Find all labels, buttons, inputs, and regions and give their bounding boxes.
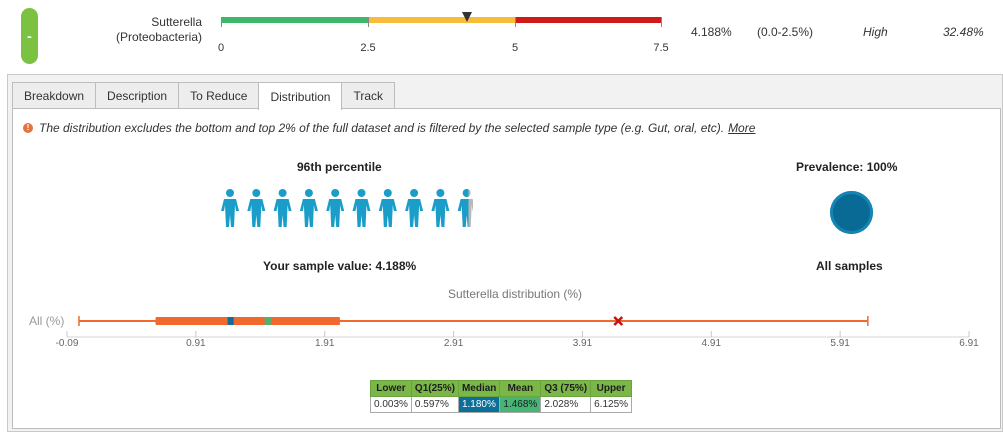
- taxon-name: Sutterella (Proteobacteria): [116, 15, 202, 45]
- stats-q1: 0.597%: [410, 396, 459, 413]
- stats-header: Median: [457, 380, 501, 397]
- median-mark: [227, 317, 234, 325]
- iqr-box: [155, 317, 340, 325]
- x-tick-label: 2.91: [443, 338, 464, 349]
- taxon-row: - Sutterella (Proteobacteria) 0 2.5 5 7.…: [0, 0, 1003, 72]
- tab-to-reduce[interactable]: To Reduce: [178, 82, 260, 109]
- person-icon: [457, 189, 473, 227]
- range-tick: [515, 17, 516, 27]
- person-icon: [378, 189, 397, 227]
- x-tick-label: 6.91: [959, 338, 979, 349]
- x-tick-label: -0.09: [55, 338, 79, 349]
- x-tick-label: 4.91: [701, 338, 722, 349]
- person-icon: [431, 189, 450, 227]
- range-bar: 0 2.5 5 7.5: [217, 0, 669, 60]
- notice-text: The distribution excludes the bottom and…: [39, 121, 725, 135]
- range-label: 7.5: [653, 42, 669, 54]
- people-icons: [221, 189, 473, 227]
- range-label: 2.5: [360, 42, 376, 54]
- stats-header: Mean: [499, 380, 542, 397]
- x-tick-label: 1.91: [314, 338, 335, 349]
- person-icon: [273, 189, 292, 227]
- stats-table: Lower Q1(25%) Median Mean Q3 (75%) Upper…: [370, 380, 633, 413]
- stats-lower: 0.003%: [370, 396, 412, 413]
- person-icon: [247, 189, 266, 227]
- percent-value: 32.48%: [943, 25, 984, 39]
- x-tick-label: 3.91: [572, 338, 593, 349]
- x-tick-label: 0.91: [186, 338, 206, 349]
- person-icon: [299, 189, 318, 227]
- prevalence-title: Prevalence: 100%: [796, 160, 898, 174]
- x-tick-label: 5.91: [830, 338, 850, 349]
- stats-header: Upper: [590, 380, 633, 397]
- range-label: 5: [511, 42, 519, 54]
- stats-median: 1.180%: [457, 396, 501, 413]
- tab-description[interactable]: Description: [95, 82, 180, 109]
- person-icon: [352, 189, 371, 227]
- stats-upper: 6.125%: [590, 396, 633, 413]
- tab-breakdown[interactable]: Breakdown: [12, 82, 97, 109]
- range-tick: [661, 17, 662, 27]
- boxplot-chart: [66, 316, 970, 338]
- stats-header: Lower: [370, 380, 412, 397]
- range-tick: [368, 17, 369, 27]
- taxon-name-label: Sutterella: [151, 15, 202, 29]
- prevalence-circle-icon: [830, 191, 873, 234]
- sample-value-label: Your sample value: 4.188%: [263, 259, 417, 273]
- taxon-phylum-label: (Proteobacteria): [115, 30, 202, 44]
- detail-panel: Breakdown Description To Reduce Distribu…: [7, 74, 1003, 432]
- info-icon: !: [23, 123, 33, 133]
- sample-value: 4.188%: [691, 25, 732, 39]
- collapse-button[interactable]: -: [21, 8, 38, 64]
- range-segment-moderate: [368, 17, 515, 23]
- more-link[interactable]: More: [728, 121, 756, 135]
- stats-header: Q1(25%): [410, 380, 459, 397]
- person-icon: [221, 189, 239, 227]
- range-tick: [221, 17, 222, 27]
- stats-header-row: Lower Q1(25%) Median Mean Q3 (75%) Upper: [370, 380, 633, 397]
- person-icon: [405, 189, 424, 227]
- reference-range: (0.0-2.5%): [757, 25, 814, 39]
- distribution-content: ! The distribution excludes the bottom a…: [12, 108, 1001, 429]
- sample-value-marker: [613, 316, 624, 326]
- distribution-notice: ! The distribution excludes the bottom a…: [23, 121, 755, 135]
- prevalence-caption: All samples: [816, 259, 883, 273]
- stats-q3: 2.028%: [540, 396, 592, 413]
- person-icon: [326, 189, 345, 227]
- stats-value-row: 0.003% 0.597% 1.180% 1.468% 2.028% 6.125…: [370, 396, 633, 413]
- tab-track[interactable]: Track: [341, 82, 396, 109]
- chart-title: Sutterella distribution (%): [448, 287, 583, 301]
- tab-bar: Breakdown Description To Reduce Distribu…: [12, 82, 396, 110]
- range-segment-high: [515, 17, 662, 23]
- range-label: 0: [217, 42, 225, 54]
- row-label: All (%): [29, 314, 65, 328]
- level-label: High: [863, 25, 888, 39]
- range-segment-normal: [221, 17, 368, 23]
- stats-header: Q3 (75%): [540, 380, 592, 397]
- tab-distribution[interactable]: Distribution: [258, 82, 343, 110]
- stats-mean: 1.468%: [499, 396, 542, 413]
- value-marker-icon: [462, 12, 472, 22]
- mean-mark: [264, 317, 271, 325]
- percentile-title: 96th percentile: [297, 160, 382, 174]
